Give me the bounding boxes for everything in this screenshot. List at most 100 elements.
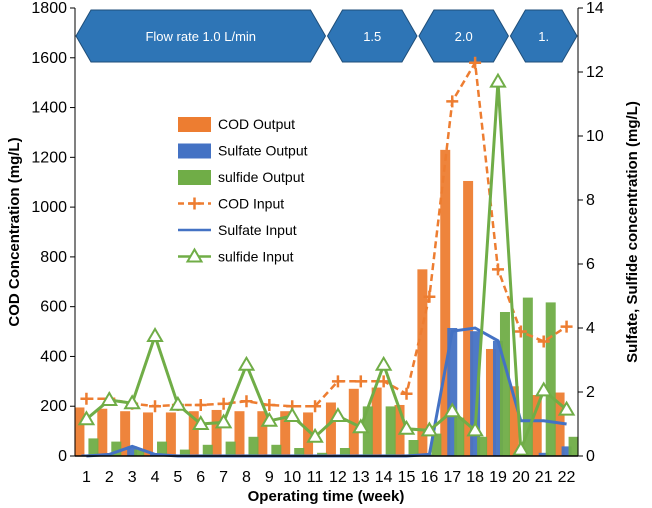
cod-input-point — [194, 398, 207, 411]
sulfide-input-legend-label: sulfide Input — [218, 249, 294, 265]
y-right-tick-label: 14 — [586, 0, 604, 17]
sulfide-input-point — [374, 355, 393, 371]
x-tick-label: 3 — [128, 469, 137, 486]
x-axis-title: Operating time (week) — [248, 488, 405, 505]
cod-input-point — [309, 400, 322, 413]
sulfide-output-bar — [431, 433, 442, 456]
x-tick-label: 16 — [420, 469, 438, 486]
y-right-tick-label: 12 — [586, 64, 604, 81]
cod-input-point — [149, 400, 162, 413]
sulfide-output-bar — [248, 436, 259, 456]
y-right-tick-label: 0 — [586, 448, 595, 465]
cod-output-bar — [325, 402, 336, 456]
sulfide-output-bar — [225, 441, 236, 456]
cod-input-point — [469, 56, 482, 69]
cod-output-bar — [143, 412, 154, 456]
sulfide-output-bar — [271, 444, 282, 456]
cod-output-bar — [531, 395, 542, 456]
cod-output-bar — [485, 348, 496, 456]
lines-layer — [77, 56, 576, 458]
cod-input-point — [491, 263, 504, 276]
x-tick-label: 18 — [466, 469, 484, 486]
x-tick-label: 1 — [82, 469, 91, 486]
flow-rate-arrow — [326, 9, 418, 63]
y-left-tick-label: 0 — [58, 448, 67, 465]
cod-output-bar — [371, 387, 382, 456]
cod-output-bar — [417, 269, 428, 456]
sulfide-output-bar — [385, 406, 396, 456]
sulfide-input-point — [77, 410, 96, 426]
sulfide-input-point — [466, 421, 484, 437]
sulfate-output-bar — [492, 340, 503, 456]
cod-input-point — [537, 335, 550, 348]
sulfide-output-bar — [339, 448, 350, 456]
cod-output-bar — [463, 180, 474, 456]
sulfide-input-point — [420, 421, 439, 437]
sulfide-input-point — [397, 419, 416, 435]
sulfide-output-bar — [499, 312, 510, 456]
x-tick-label: 21 — [535, 469, 553, 486]
sulfate-output-bar — [470, 331, 481, 456]
sulfide-input-point — [489, 72, 507, 88]
sulfide-input-point — [192, 415, 210, 430]
flow-rate-arrow — [75, 9, 327, 63]
cod-input-point — [377, 375, 390, 388]
sulfide-input-point — [443, 402, 461, 418]
sulfide-output-bar — [477, 436, 488, 456]
cod-output-legend-swatch — [178, 117, 211, 132]
sulfide-output-bar — [545, 302, 556, 456]
axes-layer — [74, 8, 579, 457]
flow-rate-label: 2.0 — [455, 29, 473, 44]
y-left-tick-label: 400 — [40, 348, 67, 365]
sulfide-input-point — [260, 411, 279, 427]
y-left-tick-label: 1000 — [31, 199, 67, 216]
x-tick-label: 7 — [219, 469, 228, 486]
cod-input-point — [240, 395, 253, 408]
y-right-tick-label: 10 — [586, 128, 604, 145]
cod-input-point — [80, 392, 93, 405]
y-right-tick-label: 8 — [586, 192, 595, 209]
sulfide-output-bar — [454, 417, 465, 456]
x-tick-label: 10 — [283, 469, 301, 486]
x-tick-label: 22 — [558, 469, 576, 486]
sulfide-output-legend-label: sulfide Output — [218, 169, 304, 185]
cod-input-point — [331, 375, 344, 388]
x-tick-label: 14 — [375, 469, 393, 486]
sulfide-input-point — [329, 407, 347, 422]
sulfide-output-bar — [157, 441, 168, 456]
sulfide-output-bar — [568, 436, 579, 456]
sulfate-output-legend-label: Sulfate Output — [218, 143, 308, 159]
x-tick-label: 12 — [329, 469, 347, 486]
sulfide-input-point — [352, 418, 370, 434]
flow-rate-label: 1.5 — [363, 29, 381, 44]
flow-rate-arrow — [509, 9, 578, 63]
bars-layer — [74, 149, 579, 456]
cod-input-point — [263, 398, 276, 411]
cod-input-point — [560, 320, 573, 333]
flow-rate-arrow — [418, 9, 509, 63]
x-tick-label: 20 — [512, 469, 530, 486]
cod-output-bar — [234, 411, 245, 456]
y-left-tick-label: 800 — [40, 249, 67, 266]
legend: COD Output Sulfate Output sulfide Output CO… — [178, 116, 308, 265]
sulfate-output-legend-swatch — [178, 143, 211, 159]
sulfide-output-bar — [294, 448, 305, 456]
cod-input-line — [86, 58, 568, 408]
flow-rate-label: 1. — [538, 29, 549, 44]
sulfide-input-point — [237, 355, 256, 371]
sulfide-input-point — [534, 381, 553, 397]
cod-output-bar — [97, 408, 108, 456]
x-tick-label: 9 — [265, 469, 274, 486]
sulfate-output-bar — [538, 452, 549, 456]
cod-output-bar — [211, 409, 222, 456]
cod-input-legend-marker — [188, 197, 201, 210]
sulfide-output-bar — [111, 441, 122, 456]
sulfide-input-line — [85, 81, 568, 451]
sulfate-input-legend-label: Sulfate Input — [218, 222, 297, 238]
sulfide-output-legend-swatch — [178, 170, 211, 185]
sulfate-output-bar — [561, 446, 572, 456]
sulfide-input-legend-marker — [185, 247, 204, 263]
cod-input-legend-label: COD Input — [218, 196, 284, 212]
